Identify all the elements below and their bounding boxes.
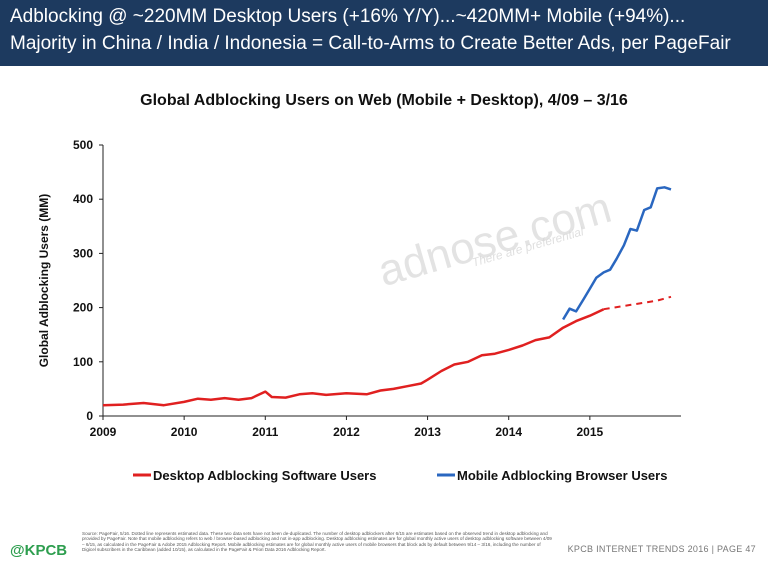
x-tick-label: 2013 (414, 425, 441, 439)
header-line-1: Adblocking @ ~220MM Desktop Users (+16% … (10, 6, 686, 27)
kpcb-logo: @KPCB (10, 542, 68, 559)
x-tick-label: 2009 (90, 425, 117, 439)
source-note: Source: PageFair, 5/16. Dotted line repr… (82, 531, 552, 553)
legend-mobile-label: Mobile Adblocking Browser Users (457, 468, 667, 483)
y-tick-label: 0 (86, 409, 93, 423)
y-tick-label: 400 (73, 192, 93, 206)
mobile-series-line (562, 186, 672, 321)
y-tick-label: 500 (73, 138, 93, 152)
slide-header: Adblocking @ ~220MM Desktop Users (+16% … (0, 0, 768, 66)
x-tick-label: 2015 (577, 425, 604, 439)
legend-desktop-label: Desktop Adblocking Software Users (153, 468, 376, 483)
x-tick-label: 2011 (252, 425, 278, 439)
y-tick-label: 300 (73, 246, 93, 260)
header-line-2: Majority in China / India / Indonesia = … (10, 33, 731, 54)
desktop-series-line (102, 308, 605, 407)
chart-title: Global Adblocking Users on Web (Mobile +… (140, 92, 628, 109)
x-tick-label: 2014 (495, 425, 522, 439)
x-tick-label: 2012 (333, 425, 360, 439)
x-tick-label: 2010 (171, 425, 198, 439)
y-tick-label: 100 (73, 355, 93, 369)
chart-legend: Desktop Adblocking Software Users Mobile … (133, 468, 667, 483)
y-tick-label: 200 (73, 301, 93, 315)
desktop-estimate-dashed-line (603, 295, 672, 311)
page-info: KPCB INTERNET TRENDS 2016 | PAGE 47 (567, 544, 756, 554)
chart-series (102, 186, 672, 407)
y-axis-title: Global Adblocking Users (MM) (37, 194, 51, 368)
chart-axes: 0 100 200 300 400 500 2009 2010 2011 2012 2013 2014… (37, 138, 681, 439)
